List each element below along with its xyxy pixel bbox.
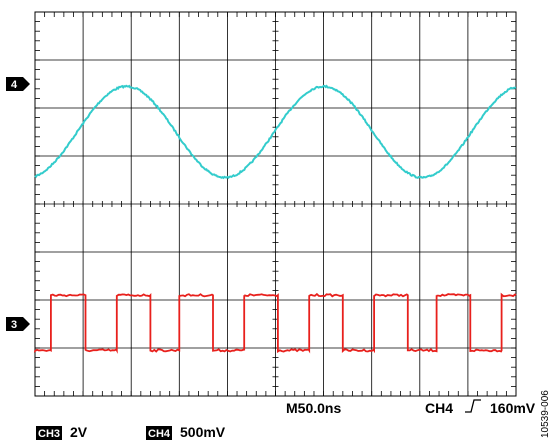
graticule: [34, 11, 517, 397]
channel-marker-arrow: [23, 77, 30, 91]
channel-tag-ch4: CH4: [148, 428, 171, 440]
figure-id: 10539-006: [540, 390, 551, 438]
channel-scale-ch3: 2V: [70, 424, 88, 440]
channel-tag-ch3: CH3: [38, 428, 60, 440]
trigger-channel: CH4: [425, 400, 453, 416]
trace-ch3: [34, 292, 517, 354]
channel-marker-3: 3: [6, 317, 30, 331]
trigger-edge-icon: [465, 399, 481, 413]
channel-marker-bg: [6, 317, 23, 331]
channel-ground-markers: 43: [6, 77, 30, 331]
channel-marker-arrow: [23, 317, 30, 331]
channel-marker-bg: [6, 77, 23, 91]
waveform-traces: [34, 84, 517, 354]
channel-readout-ch4: CH4 500mV: [146, 424, 226, 440]
channel-tag-bg-ch4: [146, 426, 172, 440]
channel-readout-ch3: CH3 2V: [36, 424, 88, 440]
channel-tag-bg-ch3: [36, 426, 62, 440]
channel-marker-label: 3: [11, 319, 17, 331]
channel-marker-4: 4: [6, 77, 30, 91]
timebase-readout: M50.0ns: [286, 400, 341, 416]
channel-scale-ch4: 500mV: [180, 424, 226, 440]
channel-marker-label: 4: [11, 79, 18, 91]
trace-ch4: [34, 84, 517, 180]
trigger-level: 160mV: [490, 400, 536, 416]
